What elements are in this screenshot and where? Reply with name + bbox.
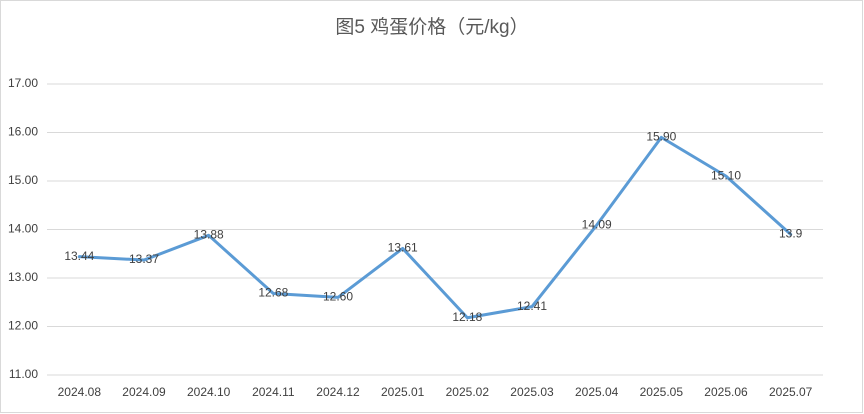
x-tick-label: 2024.11 <box>252 385 295 399</box>
x-tick-label: 2024.08 <box>58 385 102 399</box>
data-label: 13.44 <box>64 249 94 263</box>
data-label: 12.68 <box>258 286 288 300</box>
y-tick-label: 15.00 <box>8 173 38 187</box>
y-tick-label: 12.00 <box>8 319 38 333</box>
x-tick-label: 2024.12 <box>316 385 360 399</box>
x-tick-label: 2025.04 <box>575 385 619 399</box>
x-tick-label: 2025.03 <box>510 385 554 399</box>
data-label: 13.61 <box>388 241 418 255</box>
data-label: 13.88 <box>194 227 224 241</box>
data-label: 15.10 <box>711 168 741 182</box>
chart-title: 图5 鸡蛋价格（元/kg） <box>335 16 528 38</box>
y-tick-label: 16.00 <box>8 125 38 139</box>
y-tick-label: 13.00 <box>8 270 38 284</box>
x-tick-label: 2025.01 <box>381 385 425 399</box>
x-tick-label: 2025.02 <box>446 385 490 399</box>
data-label: 12.60 <box>323 290 353 304</box>
y-tick-label: 17.00 <box>8 76 38 90</box>
y-tick-label: 14.00 <box>8 222 38 236</box>
data-label: 12.18 <box>452 310 482 324</box>
y-tick-label: 11.00 <box>9 367 38 381</box>
data-label: 14.09 <box>582 217 612 231</box>
x-tick-label: 2024.10 <box>187 385 231 399</box>
data-label: 15.90 <box>646 130 676 144</box>
data-label: 13.9 <box>779 227 803 241</box>
data-label: 13.37 <box>129 252 159 266</box>
x-tick-label: 2024.09 <box>122 385 166 399</box>
data-label: 12.41 <box>517 299 547 313</box>
x-tick-label: 2025.06 <box>704 385 748 399</box>
data-line <box>77 135 793 320</box>
x-tick-label: 2025.07 <box>769 385 813 399</box>
x-tick-label: 2025.05 <box>640 385 684 399</box>
